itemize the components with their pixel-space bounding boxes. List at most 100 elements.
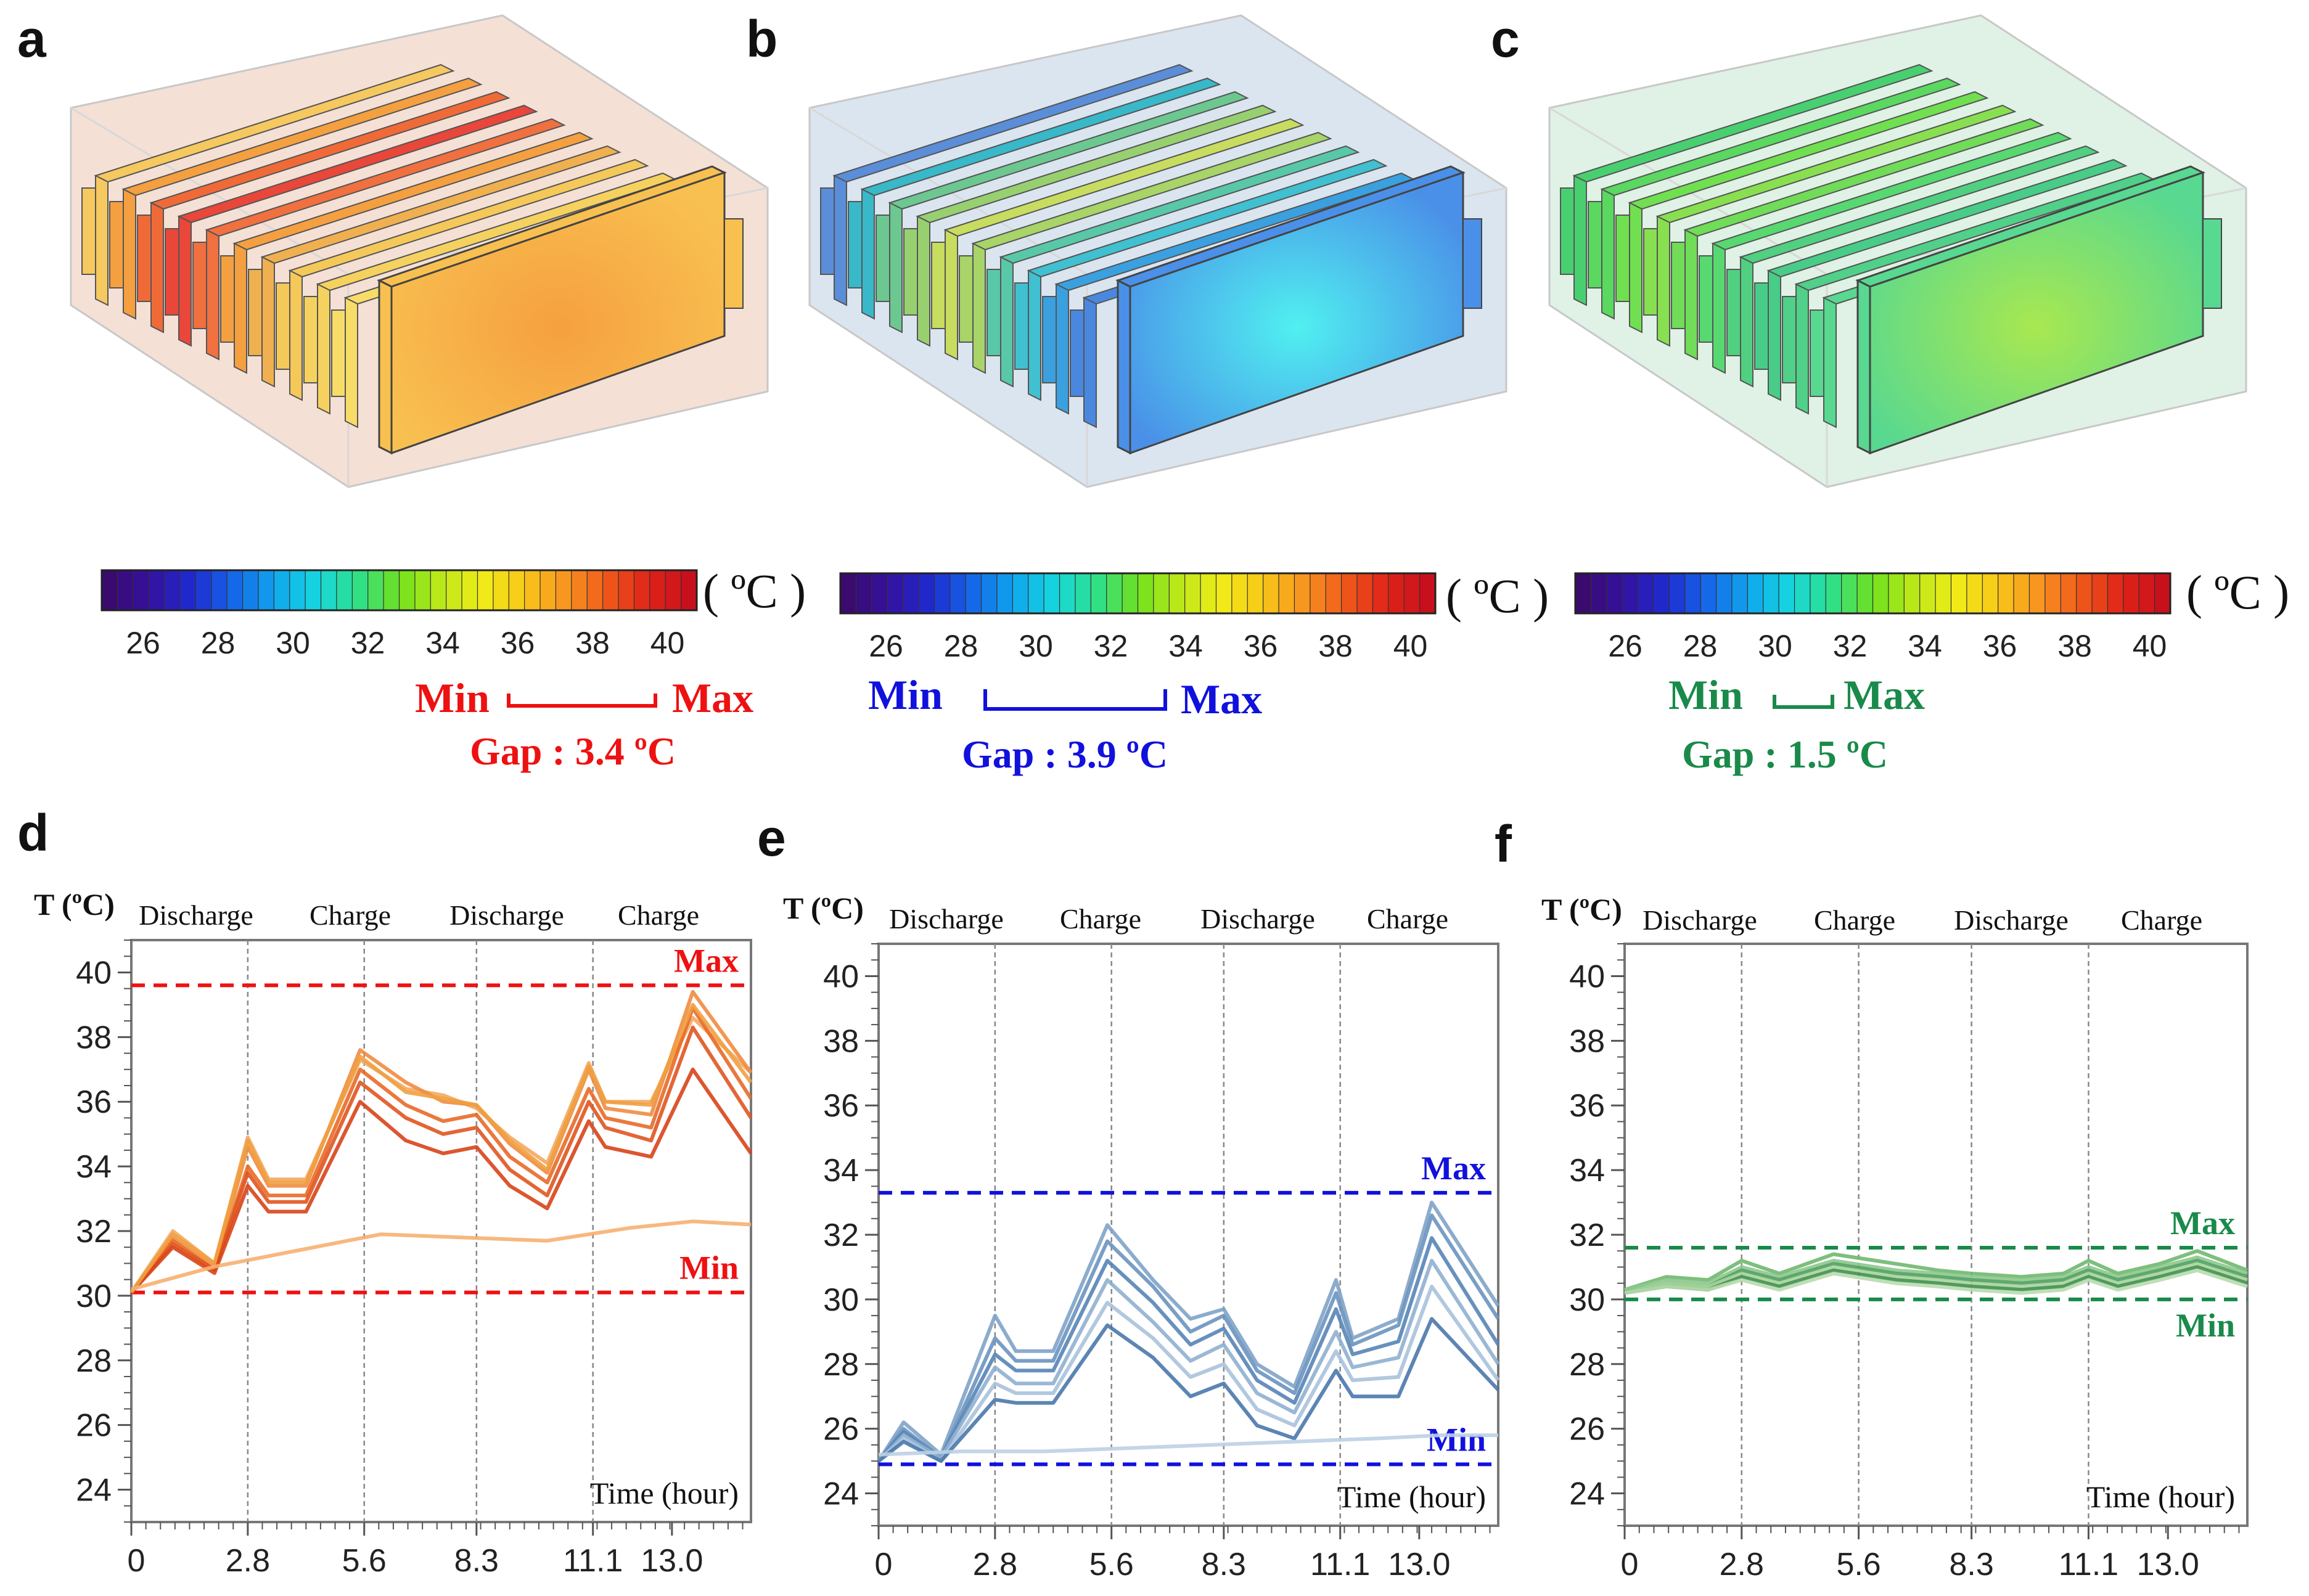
cell-side [1601, 188, 1615, 320]
colorbar-frame [1574, 572, 2172, 615]
max-label: Max [1181, 676, 1262, 722]
ref-label-max: Max [1421, 1150, 1486, 1187]
colorbar-a: 26 28 30 32 34 36 38 40 ( ºC ) Min Max Gap : 3.… [100, 564, 806, 773]
x-tick-label: 2.8 [1720, 1547, 1764, 1582]
colorbar-cell [1637, 573, 1655, 614]
phase-label: Charge [1814, 904, 1895, 936]
colorbar-cell [996, 573, 1014, 614]
battery-module-a [70, 14, 769, 488]
colorbar-cell [1653, 573, 1670, 614]
colorbar-cell [1263, 573, 1280, 614]
colorbar-cell [1919, 573, 1937, 614]
colorbar-cell [1012, 573, 1029, 614]
y-tick-label: 40 [823, 959, 859, 994]
colorbar-cell [1982, 573, 1999, 614]
x-axis-label: Time (hour) [2086, 1479, 2235, 1514]
x-tick-label: 2.8 [973, 1547, 1017, 1582]
colorbar-cell [1575, 573, 1592, 614]
cell-side [317, 283, 330, 415]
y-tick-label: 28 [823, 1347, 859, 1383]
x-tick-label: 11.1 [1310, 1547, 1370, 1582]
colorbar-cell [965, 573, 982, 614]
cell-side [917, 215, 930, 347]
colorbar-cell [430, 570, 447, 611]
colorbar-cell [305, 570, 322, 611]
y-tick-label: 28 [76, 1343, 112, 1379]
colorbar-cell [1372, 573, 1389, 614]
colorbar-tick-label: 40 [650, 626, 685, 660]
battery-module-b [808, 14, 1507, 488]
colorbar-cell [1325, 573, 1342, 614]
gap-bracket [983, 689, 1167, 711]
colorbar-cell [2091, 573, 2109, 614]
colorbar-tick-label: 32 [351, 626, 385, 660]
colorbar-cell [1998, 573, 2015, 614]
colorbar-cell [2107, 573, 2124, 614]
x-tick-label: 0 [1621, 1547, 1639, 1582]
colorbar-cell [1200, 573, 1217, 614]
panel-letter-d: d [17, 804, 49, 862]
x-axis-label: Time (hour) [1337, 1479, 1486, 1514]
front-cell-tab [1462, 218, 1482, 309]
y-tick-label: 34 [76, 1149, 112, 1185]
colorbar-cell [2123, 573, 2140, 614]
y-tick-label: 32 [76, 1214, 112, 1250]
max-label: Max [672, 674, 753, 721]
gap-label: Gap : 3.9 ºC [962, 732, 1168, 776]
colorbar-cell [1294, 573, 1311, 614]
phase-label: Charge [1367, 903, 1448, 935]
x-tick-label: 8.3 [454, 1543, 499, 1579]
colorbar-cell [2028, 573, 2046, 614]
cell-side [1823, 297, 1837, 428]
colorbar-cell [2013, 573, 2030, 614]
colorbar-cell [211, 570, 228, 611]
x-axis-label: Time (hour) [590, 1476, 739, 1510]
y-tick-label: 34 [823, 1153, 859, 1189]
colorbar-ticks: 26 28 30 32 34 36 38 40 [869, 629, 1427, 663]
colorbar-tick-label: 38 [575, 626, 610, 660]
series-line-cell-min [131, 1219, 752, 1291]
series-line-cell-2 [1624, 1255, 2248, 1292]
colorbar-cell [179, 570, 197, 611]
y-tick-label: 30 [1569, 1282, 1605, 1318]
colorbar-cell [320, 570, 338, 611]
series-line-cell-6 [877, 1317, 1500, 1463]
colorbar-cell [461, 570, 478, 611]
cell-side [1083, 297, 1097, 428]
x-tick-label: 11.1 [563, 1543, 623, 1579]
cell-side [945, 229, 958, 361]
colorbar-cell [1684, 573, 1702, 614]
colorbar-cell [258, 570, 275, 611]
colorbar-tick-label: 32 [1833, 629, 1868, 663]
colorbar-cell [1966, 573, 1983, 614]
colorbar-tick-label: 36 [501, 626, 535, 660]
series-line-cell-6 [1624, 1268, 2248, 1295]
y-tick-label: 32 [823, 1217, 859, 1253]
colorbar-tick-label: 28 [201, 626, 236, 660]
colorbar-cell [1278, 573, 1295, 614]
cell-side [95, 174, 109, 306]
colorbar-cell [980, 573, 998, 614]
colorbar-cell [1215, 573, 1232, 614]
colorbar-cell [1950, 573, 1967, 614]
colorbar-tick-label: 34 [1168, 629, 1203, 663]
colorbar-cell [1247, 573, 1264, 614]
colorbar-cell [649, 570, 666, 611]
colorbar-cell [226, 570, 244, 611]
cell-side [150, 202, 164, 334]
colorbar-cell [524, 570, 541, 611]
colorbar-unit: ( ºC ) [2186, 565, 2289, 619]
colorbar-tick-label: 34 [425, 626, 460, 660]
cell-side [1740, 256, 1753, 388]
cell-side [123, 188, 136, 320]
colorbar-cell [871, 573, 888, 614]
colorbar-gradient [1574, 572, 2172, 615]
colorbar-c: 26 28 30 32 34 36 38 40 ( ºC ) Min Max Gap : 1.… [1574, 565, 2289, 776]
series-line-cell-4 [129, 1025, 753, 1294]
colorbar-cell [681, 570, 698, 611]
colorbar-unit: ( ºC ) [1446, 569, 1549, 623]
series-line-cell-6 [129, 1002, 753, 1294]
colorbar-cell [555, 570, 572, 611]
colorbar-cell [414, 570, 432, 611]
